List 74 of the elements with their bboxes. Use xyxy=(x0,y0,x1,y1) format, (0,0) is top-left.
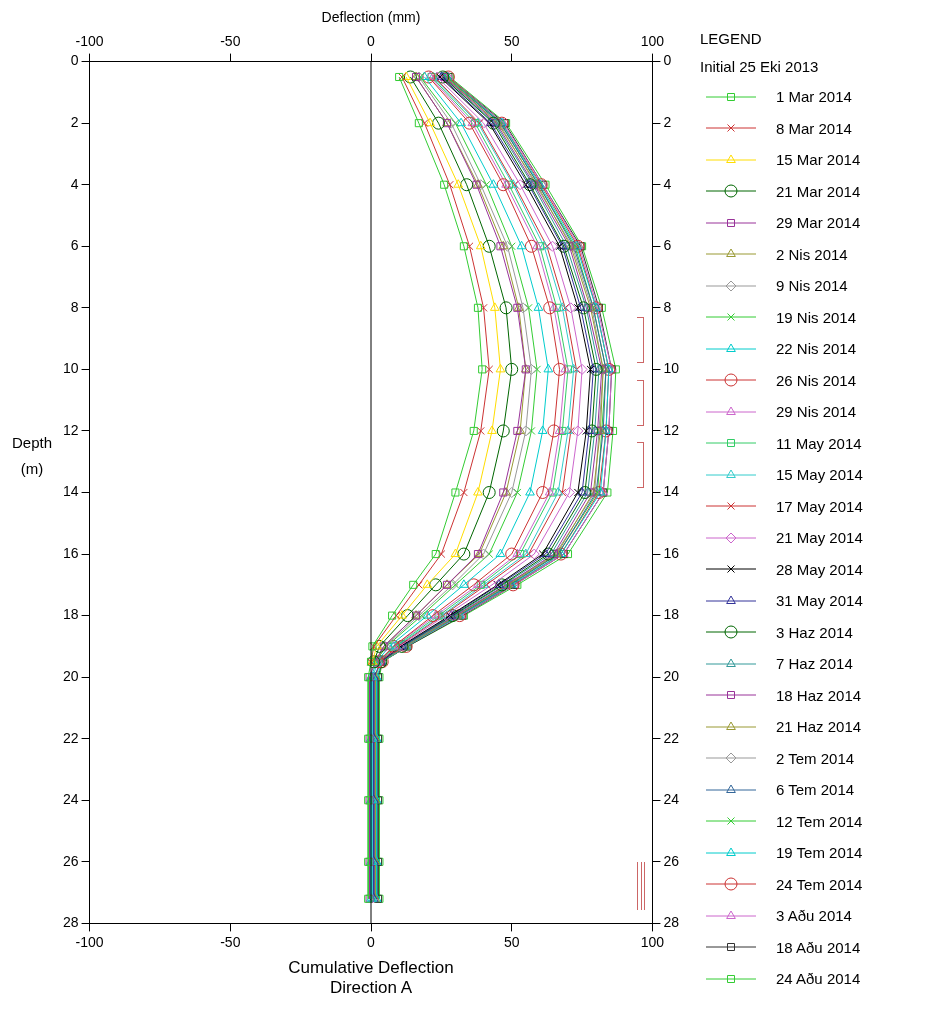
y-tick-label: 10 xyxy=(62,360,79,377)
y-tick-label: 26 xyxy=(62,852,79,869)
y-tick-label: 24 xyxy=(62,791,79,808)
y2-tick-label: 16 xyxy=(663,544,680,561)
legend-label: 29 Nis 2014 xyxy=(776,403,857,421)
x-axis-title: Cumulative Deflection Direction A xyxy=(288,958,454,998)
legend-label: 22 Nis 2014 xyxy=(776,340,857,358)
legend-title: LEGEND xyxy=(700,29,763,49)
legend-label: 12 Tem 2014 xyxy=(776,812,863,830)
y-tick-label: 0 xyxy=(70,52,79,69)
y-tick-label: 20 xyxy=(62,668,79,685)
y2-tick-label: 20 xyxy=(663,668,680,685)
legend-label: 17 May 2014 xyxy=(776,497,863,515)
legend-label: 7 Haz 2014 xyxy=(776,655,853,673)
y2-tick-label: 28 xyxy=(663,914,680,931)
x2-tick-label: -50 xyxy=(220,33,241,50)
y2-tick-label: 22 xyxy=(663,729,680,746)
legend-label: 6 Tem 2014 xyxy=(776,781,855,799)
legend-label: 15 May 2014 xyxy=(776,466,863,484)
x-tick-label: 0 xyxy=(367,933,376,950)
x-tick-label: 100 xyxy=(640,933,665,950)
x-tick-label: 50 xyxy=(503,933,520,950)
legend-label: 1 Mar 2014 xyxy=(776,88,852,106)
legend-label: 24 Aðu 2014 xyxy=(776,970,861,988)
y-tick-label: 14 xyxy=(62,483,79,500)
y2-tick-label: 6 xyxy=(663,237,672,254)
y-tick-label: 8 xyxy=(70,298,79,315)
legend-label: 24 Tem 2014 xyxy=(776,875,863,893)
y2-tick-label: 12 xyxy=(663,421,680,438)
y2-tick-label: 10 xyxy=(663,360,680,377)
legend-label: 29 Mar 2014 xyxy=(776,214,861,232)
y-tick-label: 2 xyxy=(70,114,79,131)
legend-label: 3 Haz 2014 xyxy=(776,623,853,641)
y-tick-label: 22 xyxy=(62,729,79,746)
legend-label: 19 Nis 2014 xyxy=(776,308,857,326)
legend-label: 9 Nis 2014 xyxy=(776,277,848,295)
y2-tick-label: 14 xyxy=(663,483,680,500)
legend-label: 31 May 2014 xyxy=(776,592,863,610)
y-tick-label: 12 xyxy=(62,421,79,438)
y2-tick-label: 8 xyxy=(663,298,672,315)
y-tick-label: 18 xyxy=(62,606,79,623)
legend-label: 21 May 2014 xyxy=(776,529,863,547)
y2-tick-label: 18 xyxy=(663,606,680,623)
legend-label: 21 Mar 2014 xyxy=(776,182,861,200)
legend-label: 8 Mar 2014 xyxy=(776,119,852,137)
y-axis-title: Depth (m) xyxy=(12,433,53,479)
legend-label: 15 Mar 2014 xyxy=(776,151,861,169)
legend-label: 28 May 2014 xyxy=(776,560,863,578)
legend-label: 19 Tem 2014 xyxy=(776,844,863,862)
y2-tick-label: 2 xyxy=(663,114,672,131)
text: Initial 25 Eki 2013 xyxy=(700,57,820,77)
y2-tick-label: 24 xyxy=(663,791,680,808)
x-tick-label: -100 xyxy=(75,933,104,950)
legend-label: 18 Aðu 2014 xyxy=(776,938,861,956)
x2-tick-label: -100 xyxy=(75,33,104,50)
y2-tick-label: 0 xyxy=(663,52,672,69)
x2-tick-label: 50 xyxy=(503,33,520,50)
legend-label: 11 May 2014 xyxy=(776,434,862,452)
y-tick-label: 6 xyxy=(70,237,79,254)
legend-label: 18 Haz 2014 xyxy=(776,686,862,704)
legend-label: 21 Haz 2014 xyxy=(776,718,862,736)
x-tick-label: -50 xyxy=(220,933,241,950)
y-tick-label: 16 xyxy=(62,544,79,561)
legend-label: 2 Nis 2014 xyxy=(776,245,848,263)
y-tick-label: 28 xyxy=(62,914,79,931)
legend-label: 26 Nis 2014 xyxy=(776,371,857,389)
y2-tick-label: 26 xyxy=(663,852,680,869)
legend-label: 2 Tem 2014 xyxy=(776,749,855,767)
legend-label: 3 Aðu 2014 xyxy=(776,907,852,925)
x2-tick-label: 100 xyxy=(640,33,665,50)
y-tick-label: 4 xyxy=(70,175,79,192)
y2-tick-label: 4 xyxy=(663,175,672,192)
x2-tick-label: 0 xyxy=(367,33,376,50)
x2-axis-title: Deflection (mm) xyxy=(321,9,421,26)
